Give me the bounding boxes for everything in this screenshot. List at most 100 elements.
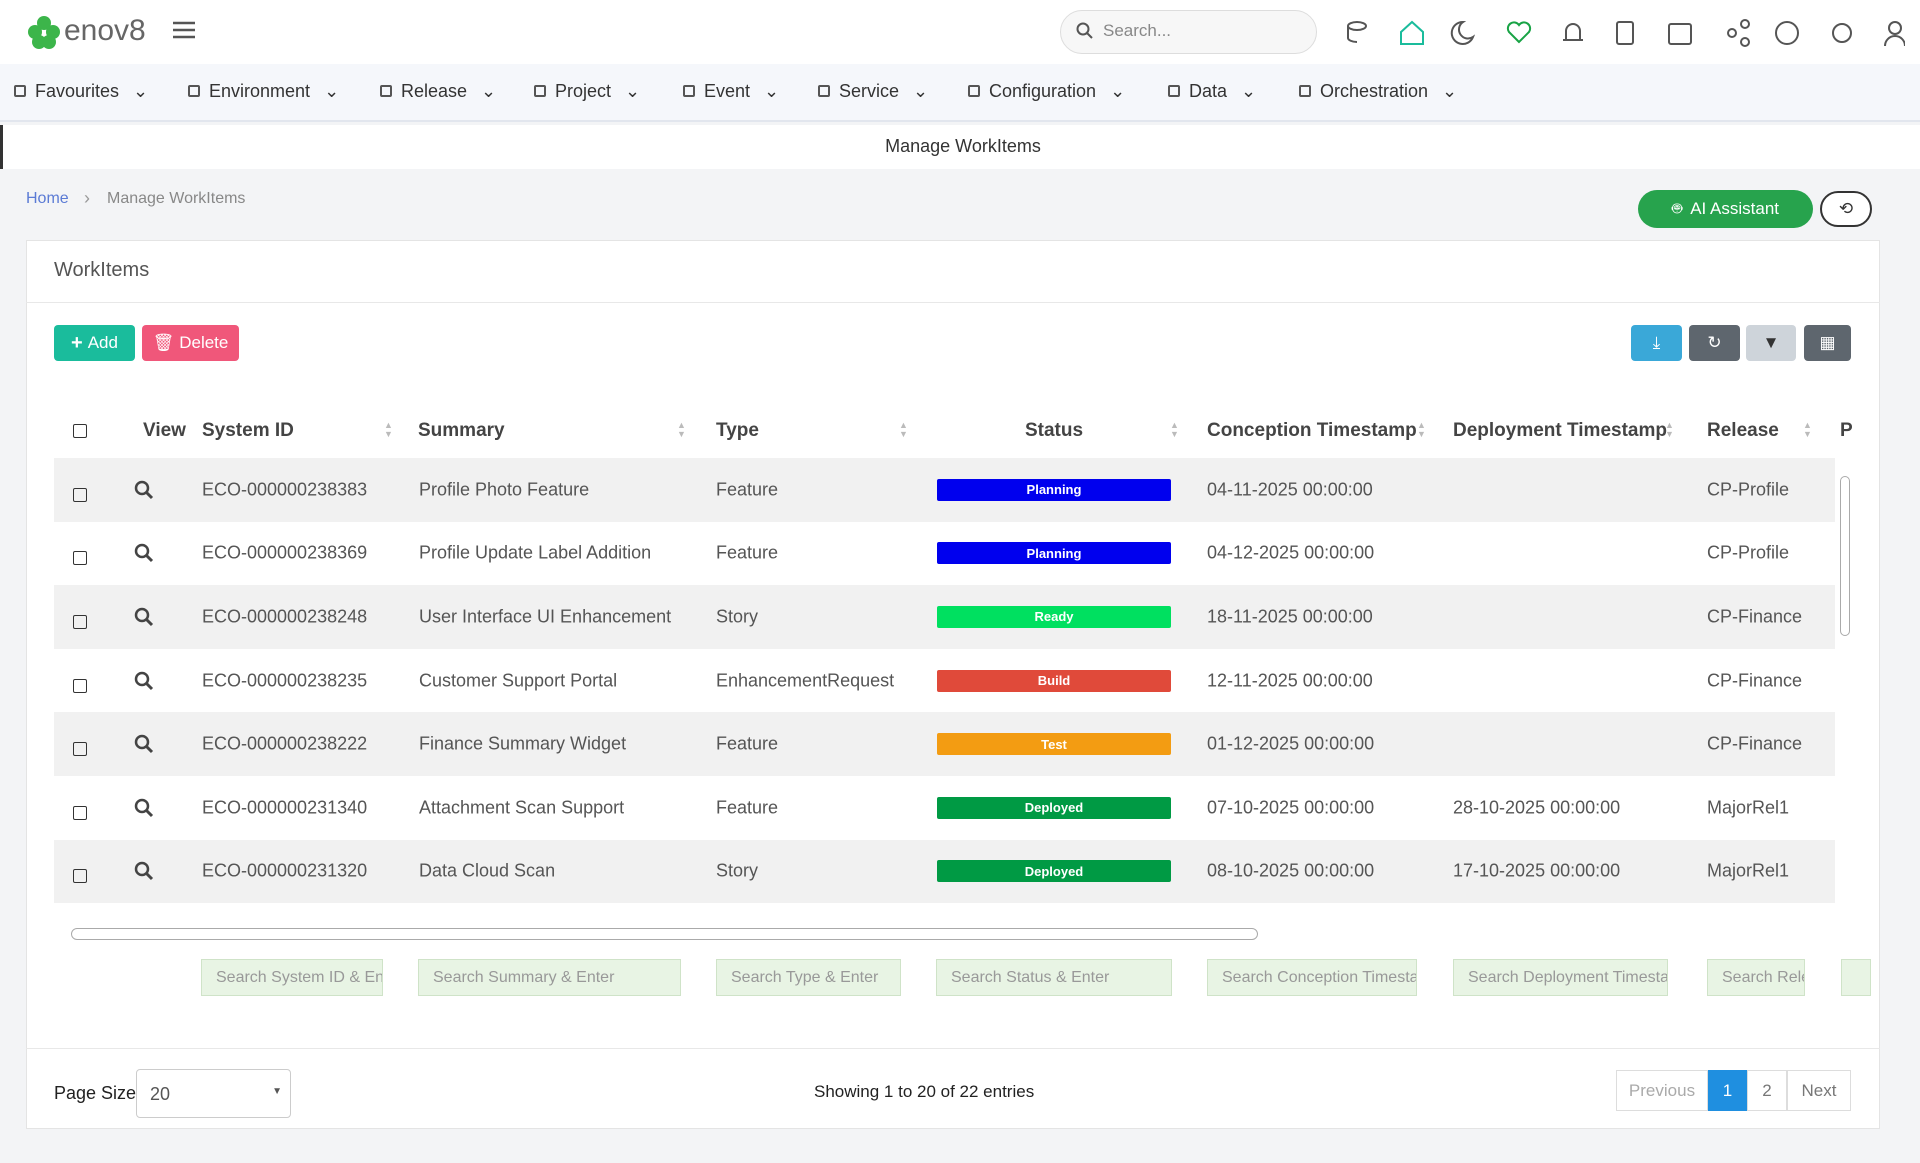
nav-icon	[1168, 85, 1180, 97]
cell: CP-Finance	[1707, 733, 1803, 754]
view-icon[interactable]	[134, 543, 154, 563]
column-header[interactable]: Summary	[418, 420, 505, 441]
column-filter[interactable]: Search Summary & Enter	[418, 959, 681, 996]
cell: 28-10-2025 00:00:00	[1453, 797, 1621, 818]
search-icon	[1076, 22, 1093, 39]
sort-icon[interactable]: ▲ ▼	[1417, 420, 1426, 439]
nav-item[interactable]: Environment ⌄	[188, 81, 339, 102]
search-box[interactable]	[1060, 10, 1317, 54]
table-header: View System ID Summary Type Status Conception…	[54, 405, 1880, 457]
pagination-button[interactable]: 1	[1708, 1070, 1747, 1111]
pagination-button[interactable]: Previous	[1616, 1070, 1708, 1111]
cell: EnhancementRequest	[716, 670, 895, 691]
view-icon[interactable]	[134, 671, 154, 691]
column-header[interactable]: System ID	[202, 420, 294, 441]
nav-caret: ⌄	[764, 81, 780, 101]
nav-label: Orchestration	[1320, 81, 1429, 101]
add-button[interactable]: + Add	[54, 325, 135, 361]
column-header[interactable]: Status	[1024, 420, 1084, 441]
nav-icon	[380, 85, 392, 97]
nav-item[interactable]: Release ⌄	[380, 81, 496, 102]
view-icon[interactable]	[134, 798, 154, 818]
column-filter[interactable]: Search Release & Enter	[1707, 959, 1805, 996]
menu-toggle[interactable]	[173, 21, 195, 39]
cell: Profile Update Label Addition	[419, 542, 652, 563]
checkbox[interactable]	[73, 615, 87, 630]
checkbox[interactable]	[73, 424, 87, 438]
cell: 08-10-2025 00:00:00	[1207, 860, 1375, 881]
pagination-button[interactable]: Next	[1787, 1070, 1851, 1111]
column-header[interactable]: Conception Timestamp	[1207, 420, 1417, 441]
nav-item[interactable]: Data ⌄	[1168, 81, 1256, 102]
column-filter[interactable]: Search Status & Enter	[936, 959, 1172, 996]
nav-item[interactable]: Service ⌄	[818, 81, 928, 102]
breadcrumb-home[interactable]: Home	[26, 190, 69, 207]
checkbox[interactable]	[73, 678, 87, 693]
column-filter[interactable]	[1841, 959, 1871, 996]
sort-icon[interactable]: ▲ ▼	[1665, 420, 1674, 439]
nav-label: Project	[555, 81, 612, 101]
column-filter[interactable]: Search Type & Enter	[716, 959, 901, 996]
nav-item[interactable]: Configuration ⌄	[968, 81, 1125, 102]
refresh-button[interactable]: ↻	[1689, 325, 1740, 361]
cell: CP-Profile	[1707, 479, 1790, 500]
ai-assistant-button[interactable]: 🤖︎ AI Assistant	[1638, 190, 1813, 228]
filter-button[interactable]: ▼	[1746, 325, 1796, 361]
checkbox[interactable]	[73, 742, 87, 757]
vertical-scrollbar[interactable]	[1838, 458, 1852, 918]
column-filter[interactable]: Search Deployment Timestamp & Enter	[1453, 959, 1668, 996]
table-row: ECO-000000231320 Data Cloud Scan Story Depl…	[54, 839, 1835, 904]
cell: 12-11-2025 00:00:00	[1207, 670, 1373, 691]
horizontal-scrollbar[interactable]	[54, 927, 1836, 941]
pagination-button[interactable]: 2	[1747, 1070, 1787, 1111]
delete-button[interactable]: 🗑︎ Delete	[142, 325, 239, 361]
column-header[interactable]: Release	[1707, 420, 1779, 441]
checkbox[interactable]	[73, 869, 87, 884]
cell: ECO-000000238235	[202, 670, 368, 691]
status-badge: Planning	[937, 478, 1171, 501]
page-size-select[interactable]: 20 ▼	[136, 1069, 291, 1118]
sort-icon[interactable]: ▲ ▼	[1170, 420, 1179, 439]
checkbox[interactable]	[73, 551, 87, 566]
checkbox[interactable]	[73, 487, 87, 502]
cell: ECO-000000238222	[202, 733, 368, 754]
checkbox[interactable]	[73, 805, 87, 820]
column-header[interactable]: P	[1840, 420, 1853, 441]
nav-label: Configuration	[989, 81, 1097, 101]
nav-item[interactable]: Orchestration ⌄	[1299, 81, 1457, 102]
column-filter[interactable]: Search System ID & Enter	[201, 959, 383, 996]
nav-label: Event	[704, 81, 751, 101]
sort-icon[interactable]: ▲ ▼	[677, 420, 686, 439]
sort-icon[interactable]: ▲ ▼	[899, 420, 908, 439]
download-button[interactable]: ⤓	[1631, 325, 1682, 361]
view-icon[interactable]	[134, 607, 154, 627]
column-header[interactable]: Type	[716, 420, 759, 441]
nav-icon	[14, 85, 26, 97]
cell: Feature	[716, 733, 779, 754]
header-icons[interactable]	[1345, 18, 1905, 48]
cell: Data Cloud Scan	[419, 860, 556, 881]
history-button[interactable]: ⟲	[1820, 191, 1872, 227]
status-badge: Build	[937, 669, 1171, 692]
view-icon[interactable]	[134, 861, 154, 881]
nav-caret: ⌄	[1442, 81, 1458, 101]
columns-button[interactable]: ▦	[1804, 325, 1851, 361]
nav-label: Environment	[209, 81, 311, 101]
sort-icon[interactable]: ▲ ▼	[384, 420, 393, 439]
column-header: View	[143, 420, 186, 441]
view-icon[interactable]	[134, 734, 154, 754]
table-body: ECO-000000238383 Profile Photo Feature Fea…	[54, 458, 1835, 918]
nav-item[interactable]: Event ⌄	[683, 81, 779, 102]
cell: Feature	[716, 542, 779, 563]
nav-item[interactable]: Project ⌄	[534, 81, 640, 102]
view-icon[interactable]	[134, 480, 154, 500]
nav-caret: ⌄	[1241, 81, 1257, 101]
status-badge: Test	[937, 733, 1171, 756]
divider	[26, 1048, 1880, 1049]
nav-item[interactable]: Favourites ⌄	[14, 81, 148, 102]
column-header[interactable]: Deployment Timestamp	[1453, 420, 1667, 441]
sort-icon[interactable]: ▲ ▼	[1803, 420, 1812, 439]
nav-caret: ⌄	[625, 81, 641, 101]
column-filter[interactable]: Search Conception Timestamp & Enter	[1207, 959, 1417, 996]
